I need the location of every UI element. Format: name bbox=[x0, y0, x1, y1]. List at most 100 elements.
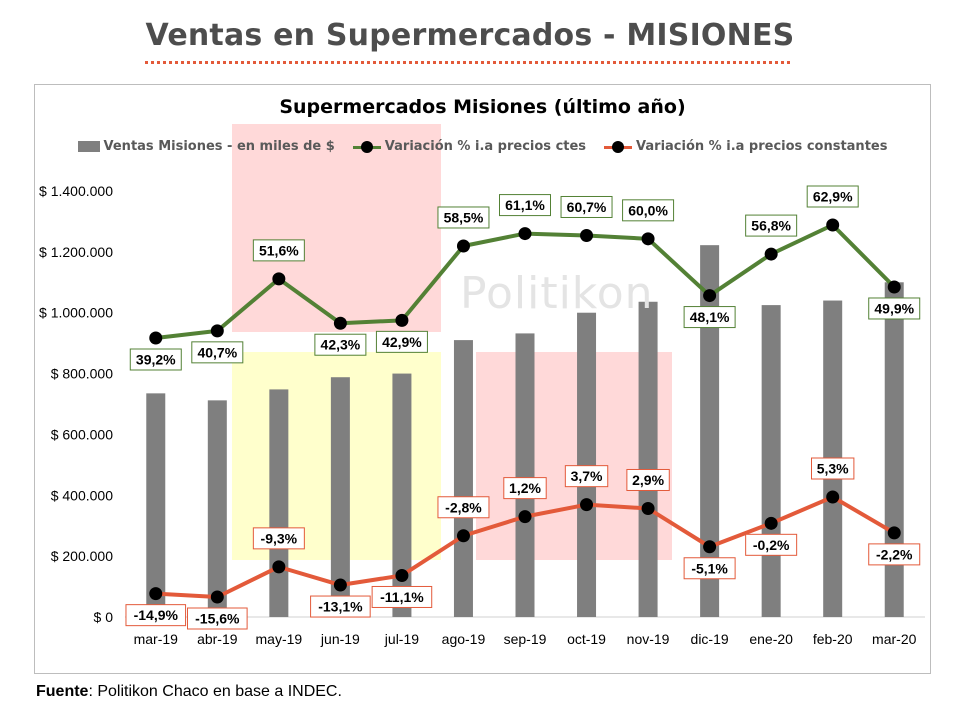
var-ctes-point bbox=[826, 218, 840, 232]
var-ctes-point bbox=[149, 331, 163, 345]
var-ctes-data-label: 42,9% bbox=[375, 330, 428, 353]
x-tick-label: ene-20 bbox=[749, 631, 793, 647]
var-ctes-point bbox=[703, 289, 717, 303]
var-constantes-data-label: 5,3% bbox=[810, 457, 855, 480]
svg-text:-9,3%: -9,3% bbox=[261, 530, 298, 546]
var-constantes-data-label: -14,9% bbox=[125, 604, 187, 627]
bar bbox=[453, 340, 473, 617]
y-tick-label: $ 200.000 bbox=[51, 548, 113, 564]
var-ctes-point bbox=[395, 313, 409, 327]
var-ctes-data-label: 60,0% bbox=[622, 199, 675, 222]
legend-item-var-constantes: Variación % i.a precios constantes bbox=[604, 139, 887, 154]
var-constantes-data-label: -9,3% bbox=[252, 527, 305, 550]
var-constantes-data-label: 3,7% bbox=[564, 465, 609, 488]
var-ctes-data-label: 62,9% bbox=[806, 185, 859, 208]
legend-item-var-ctes: Variación % i.a precios ctes bbox=[352, 139, 587, 154]
svg-text:48,1%: 48,1% bbox=[690, 309, 730, 325]
var-constantes-point bbox=[395, 568, 409, 582]
var-constantes-point bbox=[272, 560, 286, 574]
bar bbox=[515, 333, 535, 617]
var-ctes-data-label: 49,9% bbox=[868, 297, 921, 320]
legend-swatch-ventas bbox=[77, 141, 100, 152]
svg-text:1,2%: 1,2% bbox=[509, 480, 541, 496]
var-constantes-data-label: -11,1% bbox=[371, 585, 433, 608]
svg-text:58,5%: 58,5% bbox=[444, 209, 484, 225]
chart-legend: Ventas Misiones - en miles de $ Variació… bbox=[34, 139, 931, 154]
var-constantes-point bbox=[210, 590, 224, 604]
var-constantes-point bbox=[826, 490, 840, 504]
legend-item-ventas: Ventas Misiones - en miles de $ bbox=[77, 139, 335, 154]
x-tick-label: feb-20 bbox=[813, 631, 853, 647]
x-tick-label: mar-19 bbox=[134, 631, 179, 647]
svg-text:-5,1%: -5,1% bbox=[691, 560, 728, 576]
svg-text:-15,6%: -15,6% bbox=[195, 611, 240, 627]
svg-text:60,7%: 60,7% bbox=[567, 199, 607, 215]
svg-text:-14,9%: -14,9% bbox=[134, 607, 179, 623]
var-constantes-data-label: -2,8% bbox=[437, 496, 490, 519]
y-tick-label: $ 1.200.000 bbox=[39, 244, 113, 260]
var-constantes-data-label: 2,9% bbox=[626, 468, 670, 491]
var-constantes-point bbox=[518, 510, 532, 524]
y-tick-label: $ 1.400.000 bbox=[39, 183, 113, 199]
svg-text:56,8%: 56,8% bbox=[751, 218, 791, 234]
x-tick-label: sep-19 bbox=[504, 631, 547, 647]
var-ctes-point bbox=[210, 324, 224, 338]
source-text: : Politikon Chaco en base a INDEC. bbox=[88, 683, 342, 700]
var-ctes-point bbox=[641, 232, 655, 246]
var-constantes-point bbox=[641, 501, 655, 515]
var-ctes-data-label: 61,1% bbox=[499, 194, 551, 217]
var-ctes-data-label: 58,5% bbox=[437, 206, 490, 229]
var-ctes-data-label: 48,1% bbox=[683, 306, 736, 329]
y-tick-label: $ 1.000.000 bbox=[39, 305, 113, 321]
svg-text:40,7%: 40,7% bbox=[197, 344, 237, 360]
y-tick-label: $ 400.000 bbox=[51, 487, 113, 503]
var-constantes-point bbox=[764, 516, 778, 530]
var-ctes-point bbox=[764, 247, 778, 261]
var-ctes-point bbox=[333, 316, 347, 330]
svg-text:61,1%: 61,1% bbox=[505, 197, 545, 213]
svg-text:62,9%: 62,9% bbox=[813, 189, 853, 205]
page-title: Ventas en Supermercados - MISIONES bbox=[145, 18, 795, 53]
var-ctes-point bbox=[272, 272, 286, 286]
source-label: Fuente bbox=[36, 683, 89, 700]
bar bbox=[700, 245, 720, 618]
bar bbox=[146, 393, 166, 617]
var-constantes-point bbox=[333, 578, 347, 592]
svg-text:3,7%: 3,7% bbox=[571, 468, 603, 484]
var-ctes-data-label: 42,3% bbox=[314, 333, 367, 356]
var-constantes-data-label: -0,2% bbox=[745, 533, 798, 556]
var-constantes-point bbox=[580, 498, 594, 512]
highlight-region-red-top bbox=[232, 124, 441, 332]
x-tick-label: jul-19 bbox=[384, 631, 419, 647]
y-tick-label: $ 0 bbox=[94, 609, 114, 625]
y-tick-label: $ 600.000 bbox=[51, 426, 113, 442]
svg-text:-0,2%: -0,2% bbox=[753, 537, 790, 553]
svg-text:39,2%: 39,2% bbox=[136, 352, 176, 368]
x-tick-label: abr-19 bbox=[197, 631, 238, 647]
svg-text:51,6%: 51,6% bbox=[259, 242, 299, 258]
legend-label-var-constantes: Variación % i.a precios constantes bbox=[636, 139, 888, 154]
chart-title: Supermercados Misiones (último año) bbox=[279, 96, 686, 118]
svg-text:-2,8%: -2,8% bbox=[445, 499, 482, 515]
svg-text:42,9%: 42,9% bbox=[382, 334, 422, 350]
x-tick-label: jun-19 bbox=[320, 631, 360, 647]
source-note: Fuente: Politikon Chaco en base a INDEC. bbox=[36, 683, 342, 701]
legend-label-var-ctes: Variación % i.a precios ctes bbox=[384, 139, 587, 154]
bar bbox=[330, 377, 350, 617]
var-constantes-point bbox=[149, 587, 163, 601]
x-tick-label: oct-19 bbox=[567, 631, 606, 647]
bar bbox=[207, 400, 227, 617]
var-ctes-data-label: 40,7% bbox=[191, 341, 244, 364]
svg-text:-11,1%: -11,1% bbox=[380, 589, 424, 605]
svg-text:-2,2%: -2,2% bbox=[876, 546, 913, 562]
var-constantes-point bbox=[703, 540, 717, 554]
bar bbox=[577, 312, 597, 617]
var-constantes-data-label: -13,1% bbox=[310, 595, 371, 618]
watermark: Politikon bbox=[460, 268, 654, 319]
var-constantes-point bbox=[887, 526, 901, 540]
legend-swatch-var-constantes bbox=[604, 140, 633, 153]
x-tick-label: mar-20 bbox=[872, 631, 917, 647]
var-constantes-data-label: -2,2% bbox=[868, 543, 921, 566]
bar bbox=[761, 305, 781, 617]
